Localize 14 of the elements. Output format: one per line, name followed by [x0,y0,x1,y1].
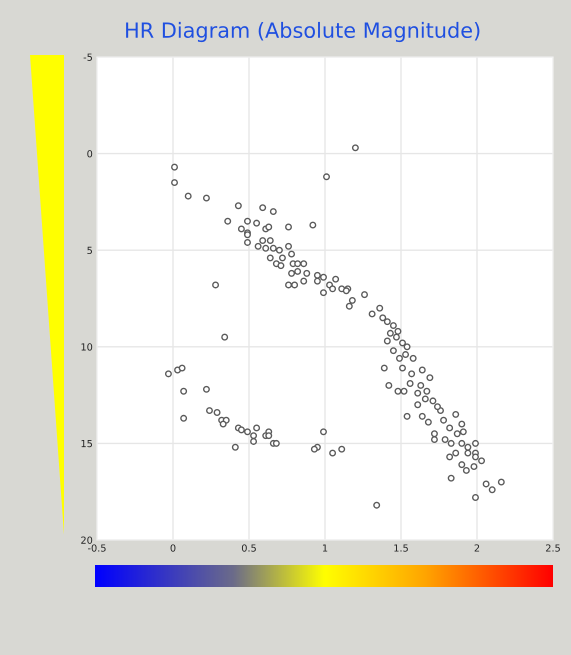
y-tick-label: -5 [84,54,92,61]
x-tick-label: 0.5 [242,544,256,552]
x-tick-label: 0 [170,544,176,552]
x-tick-label: 1.5 [394,544,408,552]
x-tick-label: 1 [322,544,328,552]
y-tick-label: 10 [82,343,92,351]
x-tick-label: 2 [474,544,480,552]
x-tick-label: -0.5 [88,544,106,552]
y-tick-label: 0 [87,150,92,158]
y-tick-label: 15 [82,440,92,448]
y-tick-label: 5 [87,246,92,254]
chart-title: HR Diagram (Absolute Magnitude) [126,22,480,42]
x-tick-label: 2.5 [546,544,560,552]
y-tick-label: 20 [81,536,92,544]
